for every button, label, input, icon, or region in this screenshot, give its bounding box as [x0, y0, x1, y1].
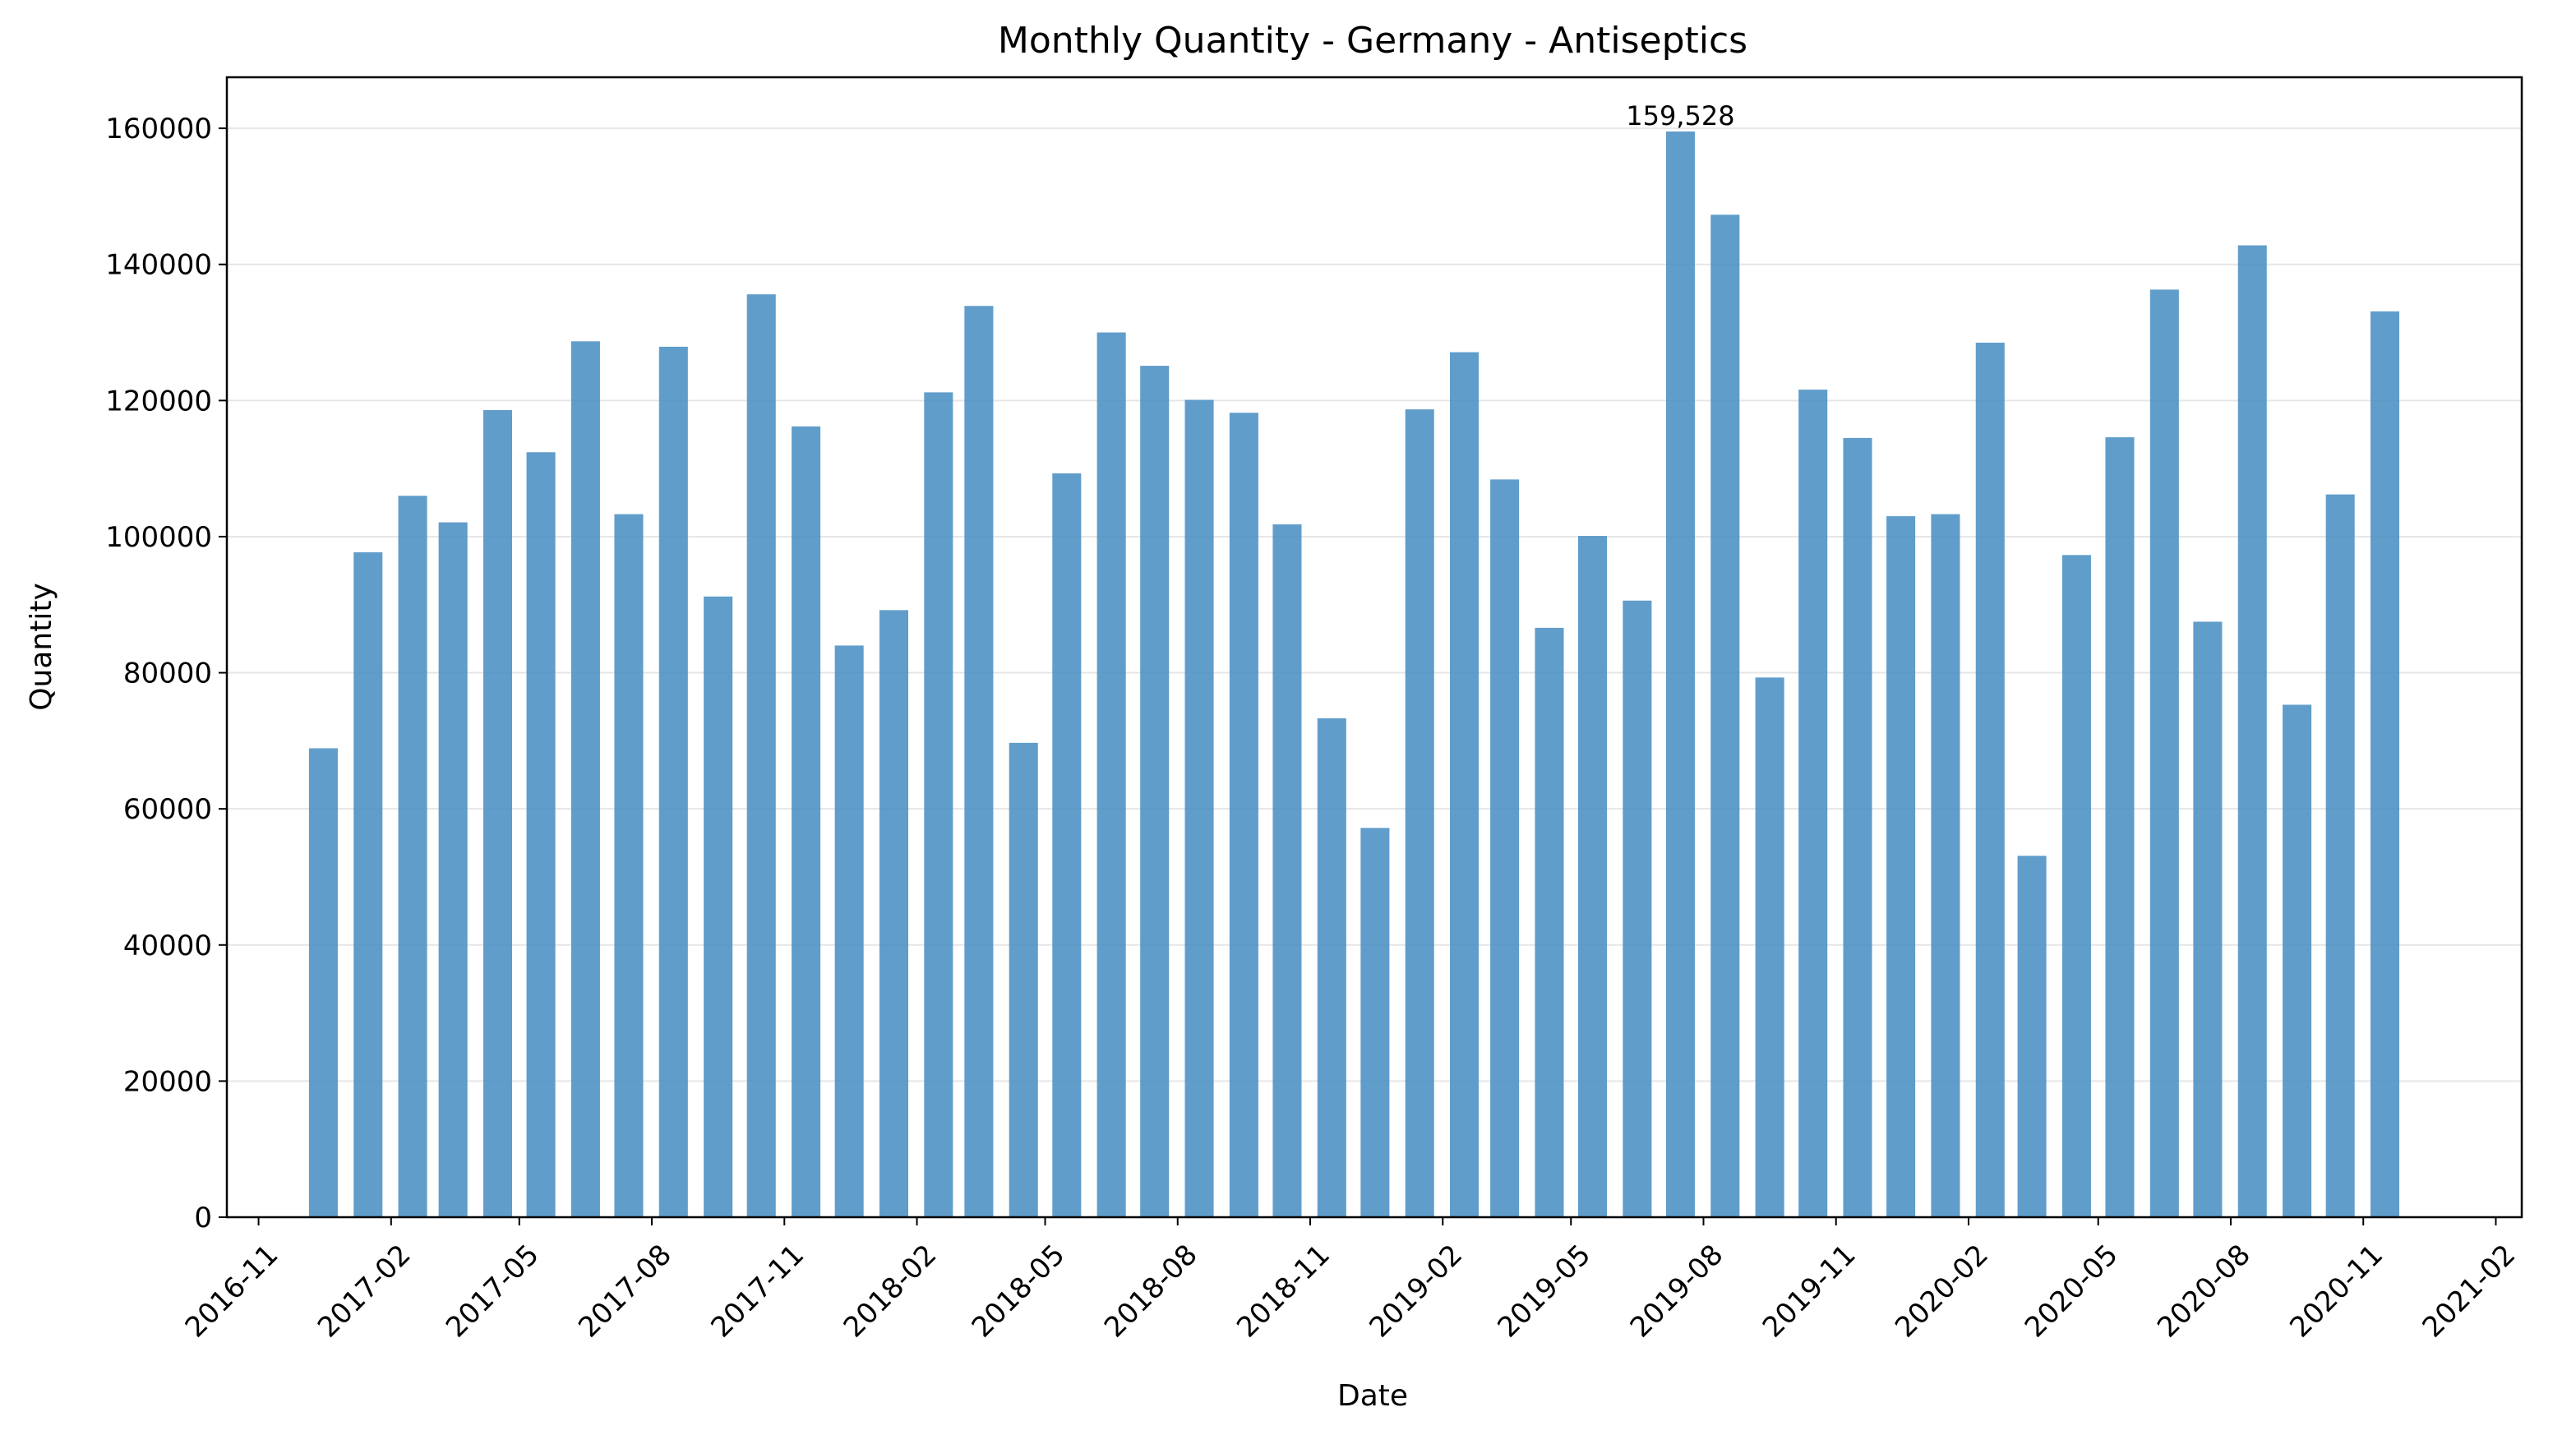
bar — [2237, 245, 2267, 1217]
bar — [1405, 409, 1434, 1217]
bar — [924, 392, 953, 1218]
bar — [1184, 399, 1214, 1217]
bar — [570, 341, 600, 1218]
bar — [792, 426, 821, 1217]
bar — [1140, 366, 1170, 1218]
bar — [2325, 494, 2355, 1217]
y-tick-label: 60000 — [123, 793, 212, 826]
bar — [658, 346, 688, 1218]
y-axis: 0 20000 40000 60000 80000 100000 120000 140000 1… — [105, 113, 227, 1234]
plot-frame — [225, 76, 2523, 1219]
bar — [1623, 600, 1652, 1217]
bar — [2370, 311, 2400, 1217]
bar — [353, 551, 383, 1217]
bar — [1578, 536, 1608, 1217]
y-axis-label: Quantity — [25, 583, 58, 711]
bar — [2105, 437, 2135, 1217]
y-tick-label: 20000 — [123, 1065, 212, 1098]
bar — [2017, 856, 2047, 1217]
y-tick-label: 160000 — [105, 113, 212, 145]
y-tick-label: 0 — [194, 1202, 212, 1234]
bar — [1317, 718, 1346, 1217]
bar — [1535, 627, 1564, 1217]
bar — [879, 610, 909, 1217]
bar — [1096, 332, 1126, 1217]
bar — [1490, 479, 1520, 1217]
bar — [1009, 742, 1038, 1217]
data-label: 159,528 — [1626, 100, 1734, 132]
bar — [2283, 704, 2312, 1217]
bar — [2193, 621, 2223, 1217]
y-tick-label: 40000 — [123, 930, 212, 962]
bar — [1450, 352, 1480, 1217]
bar — [398, 496, 427, 1217]
bar — [1798, 390, 1828, 1217]
bar — [704, 596, 733, 1217]
bar — [2149, 289, 2179, 1217]
y-tick-label: 140000 — [105, 249, 212, 282]
bar — [1975, 342, 2005, 1217]
y-tick-label: 120000 — [105, 385, 212, 418]
bar — [1272, 524, 1302, 1217]
chart-title: Monthly Quantity - Germany - Antiseptics — [998, 20, 1747, 62]
bar — [1843, 437, 1872, 1217]
y-tick-label: 80000 — [123, 658, 212, 690]
bar — [834, 645, 864, 1217]
bar — [1755, 677, 1784, 1217]
bar — [2061, 555, 2091, 1217]
bars — [308, 132, 2400, 1218]
bar — [1229, 413, 1258, 1218]
bar — [1360, 828, 1390, 1217]
bar — [1710, 215, 1740, 1217]
bar — [438, 522, 468, 1217]
x-axis-label: Date — [1337, 1379, 1408, 1413]
bar — [1665, 132, 1695, 1217]
bar — [482, 409, 513, 1217]
annotations: 159,528 — [1626, 100, 1734, 132]
y-tick-label: 100000 — [105, 521, 212, 554]
bar — [526, 452, 556, 1217]
bar — [308, 748, 338, 1217]
bar — [1052, 473, 1082, 1217]
bar — [1886, 516, 1916, 1217]
bar — [1931, 514, 1960, 1217]
bar — [614, 514, 644, 1217]
bar — [746, 294, 776, 1218]
bar — [964, 306, 994, 1218]
